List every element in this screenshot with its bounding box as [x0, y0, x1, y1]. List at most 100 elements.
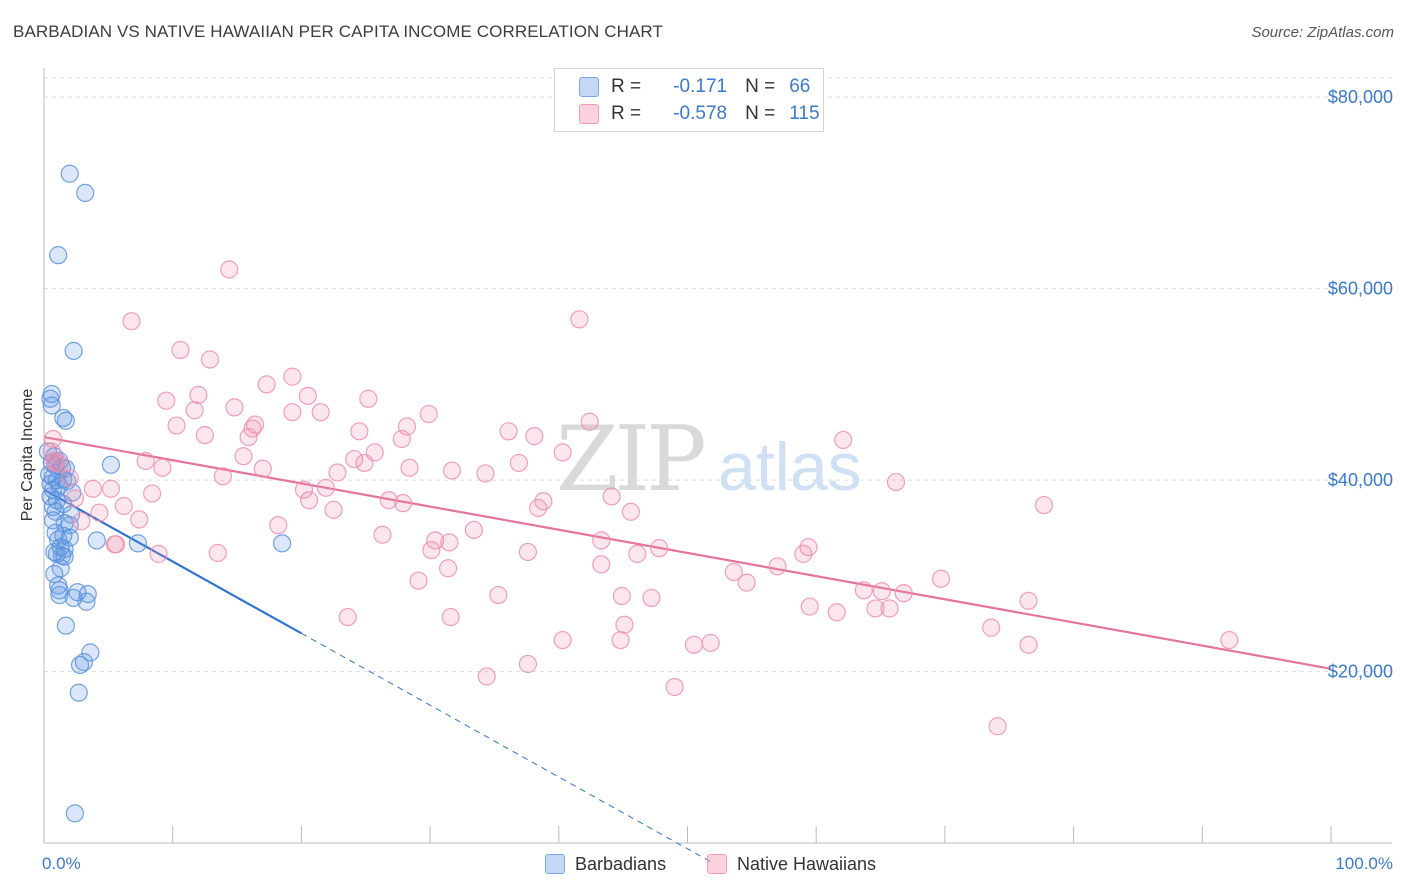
- data-point: [592, 555, 611, 574]
- data-point: [213, 467, 232, 486]
- data-point: [300, 491, 319, 510]
- data-point: [854, 581, 873, 600]
- data-point: [208, 543, 227, 563]
- data-point: [615, 615, 634, 634]
- data-point: [157, 391, 176, 410]
- data-point: [1220, 630, 1239, 650]
- data-point: [106, 535, 126, 554]
- data-point: [724, 562, 743, 582]
- data-point: [76, 183, 95, 202]
- data-point: [441, 607, 460, 627]
- data-point: [611, 630, 630, 650]
- data-point: [1019, 635, 1038, 654]
- data-point: [70, 655, 90, 675]
- data-point: [294, 480, 314, 499]
- data-point: [45, 564, 64, 584]
- y-tick-label: $40,000: [1328, 470, 1393, 490]
- data-point: [834, 430, 853, 450]
- data-point: [419, 404, 438, 424]
- data-point: [477, 667, 496, 686]
- data-point: [324, 500, 343, 519]
- barbadians-legend-swatch: [545, 854, 565, 874]
- data-point: [65, 804, 84, 823]
- legend-row-barbadians: R = -0.171 N = 66: [579, 75, 810, 99]
- data-point: [69, 683, 88, 702]
- data-point: [60, 164, 79, 183]
- data-point: [171, 340, 190, 360]
- series-native-hawaiians: [42, 260, 1239, 736]
- data-point: [64, 341, 83, 360]
- data-point: [580, 412, 599, 431]
- data-point: [56, 616, 75, 635]
- data-point: [373, 525, 392, 544]
- barbadians-trend-line: [43, 488, 302, 635]
- data-point: [866, 599, 885, 618]
- data-point: [701, 633, 720, 653]
- native-hawaiians-n-value: 115: [789, 103, 820, 124]
- data-point: [43, 497, 63, 517]
- data-point: [55, 547, 74, 566]
- data-point: [65, 489, 84, 508]
- data-point: [553, 630, 572, 650]
- legend-item-native-hawaiians[interactable]: Native Hawaiians: [707, 852, 876, 876]
- data-point: [128, 534, 148, 553]
- data-point: [355, 453, 374, 473]
- data-point: [612, 586, 631, 606]
- data-point: [737, 573, 756, 592]
- data-point: [257, 375, 276, 394]
- data-point: [592, 531, 611, 550]
- data-point: [570, 310, 589, 329]
- data-point: [153, 458, 172, 477]
- data-point: [338, 607, 357, 627]
- data-point: [298, 386, 317, 405]
- data-point: [328, 463, 347, 482]
- data-point: [931, 569, 951, 588]
- data-point: [41, 389, 60, 408]
- data-point: [393, 494, 413, 513]
- data-point: [880, 599, 899, 618]
- data-point: [525, 427, 544, 446]
- data-point: [78, 584, 97, 604]
- data-point: [1019, 591, 1038, 610]
- barbadians-r-value: -0.171: [673, 76, 728, 97]
- data-point: [225, 398, 244, 417]
- data-point: [136, 451, 155, 471]
- native-hawaiians-swatch: [579, 104, 599, 124]
- data-point: [442, 461, 462, 480]
- data-point: [499, 422, 518, 441]
- data-point: [42, 396, 61, 415]
- data-point: [101, 479, 121, 498]
- data-point: [665, 677, 684, 697]
- data-point: [56, 411, 75, 430]
- data-point: [553, 443, 572, 462]
- correlation-legend: R = -0.171 N = 66 R = -0.578 N = 115: [554, 68, 824, 132]
- data-point: [1034, 495, 1054, 515]
- data-point: [283, 403, 302, 422]
- n-label: N =: [745, 103, 776, 124]
- data-point: [195, 426, 214, 445]
- barbadians-swatch: [579, 77, 599, 97]
- data-point: [650, 539, 669, 558]
- data-point: [800, 597, 819, 616]
- data-point: [529, 498, 548, 518]
- data-point: [50, 585, 69, 605]
- legend-item-barbadians[interactable]: Barbadians: [545, 852, 666, 876]
- source-credit: Source: ZipAtlas.com: [1251, 24, 1394, 41]
- barbadians-trend-extension: [301, 632, 714, 864]
- data-point: [253, 459, 272, 478]
- data-point: [81, 643, 100, 662]
- data-point: [77, 592, 96, 611]
- data-point: [988, 717, 1007, 736]
- data-point: [149, 544, 168, 563]
- y-axis-label: Per Capita Income: [19, 388, 36, 522]
- x-tick-label: 0.0%: [42, 854, 81, 873]
- data-point: [894, 584, 913, 603]
- data-point: [827, 603, 846, 622]
- data-point: [72, 512, 91, 531]
- data-point: [350, 422, 369, 441]
- data-point: [50, 581, 69, 600]
- data-point: [684, 635, 704, 654]
- data-point: [464, 520, 483, 540]
- y-tick-label: $60,000: [1328, 279, 1393, 299]
